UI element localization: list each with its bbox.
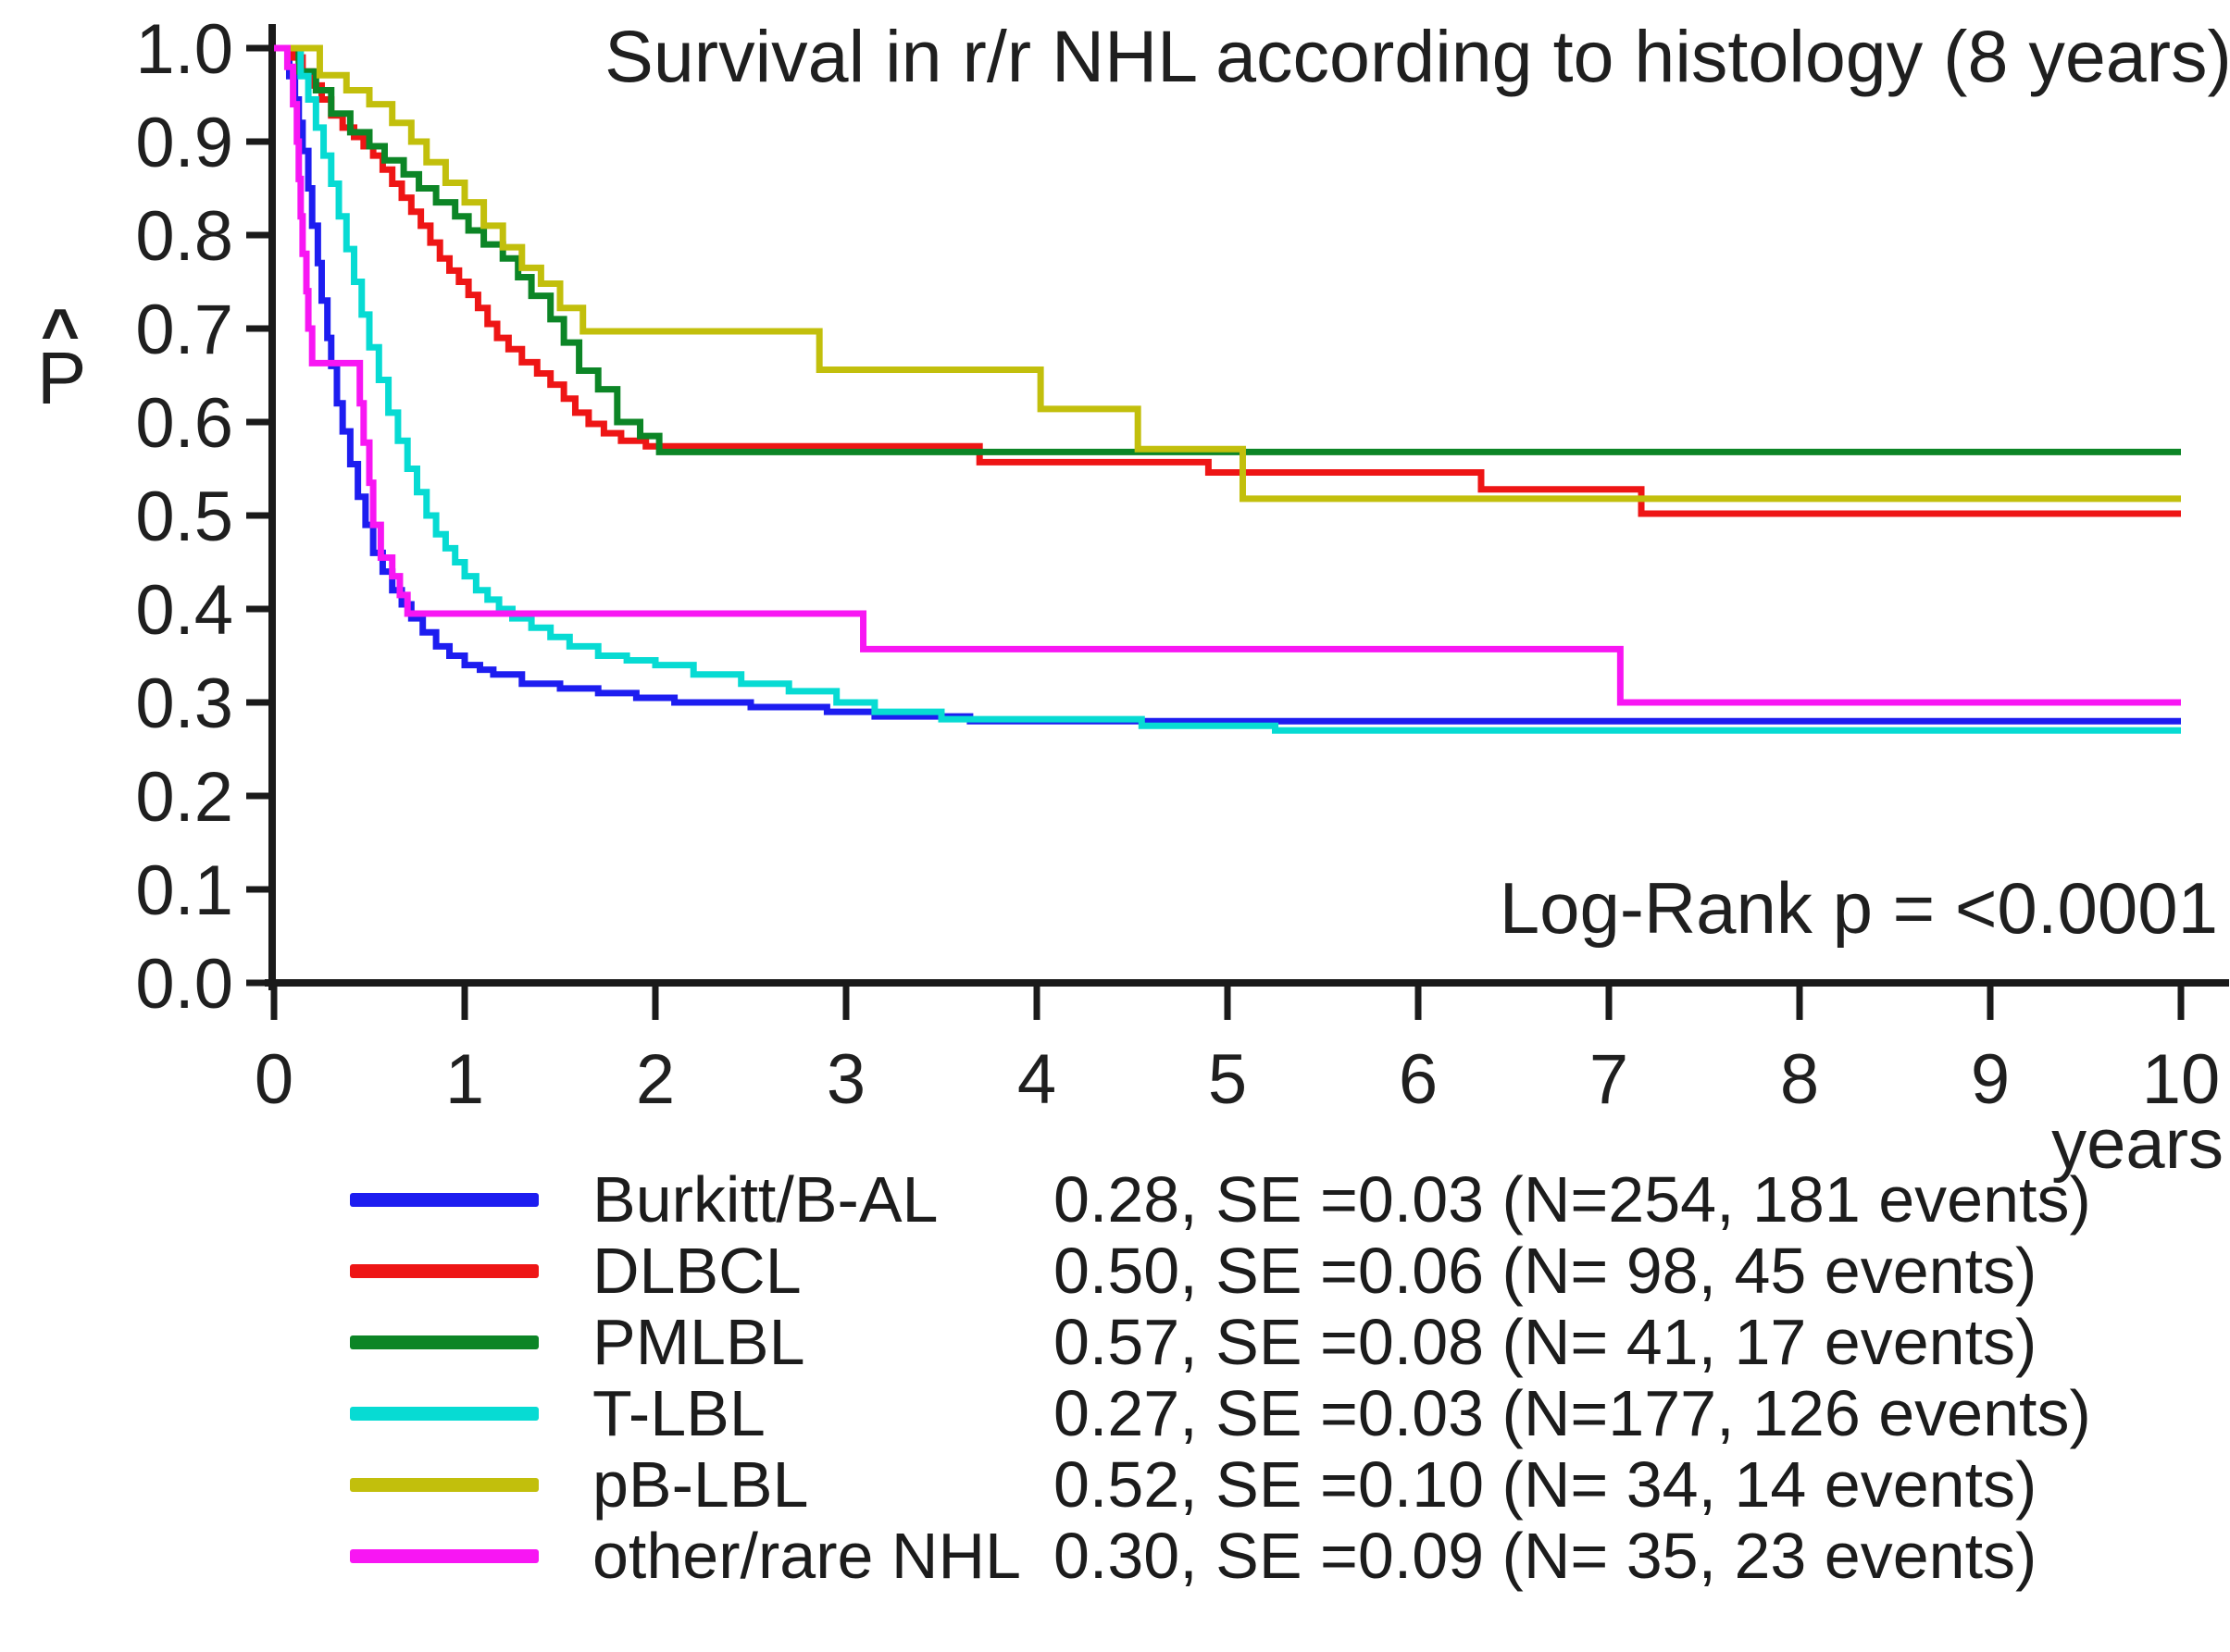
survival-curve-t-lbl bbox=[274, 44, 2181, 734]
legend-swatch-icon bbox=[350, 1335, 539, 1349]
legend-series-stats: 0.52, SE =0.10 (N= 34, 14 events) bbox=[1053, 1448, 2037, 1521]
y-axis-tick-label: 1.0 bbox=[135, 10, 233, 89]
log-rank-annotation: Log-Rank p = <0.0001 bbox=[1500, 867, 2218, 949]
legend-series-label: DLBCL bbox=[592, 1235, 802, 1307]
legend-series-label: pB-LBL bbox=[592, 1448, 809, 1521]
legend-row: Burkitt/B-AL 0.28, SE =0.03 (N=254, 181 e… bbox=[0, 1164, 2230, 1236]
legend-series-stats: 0.28, SE =0.03 (N=254, 181 events) bbox=[1053, 1163, 2091, 1236]
survival-curve-dlbcl bbox=[274, 44, 2181, 517]
x-axis-tick-label: 5 bbox=[1208, 1040, 1247, 1119]
chart-title: Survival in r/r NHL according to histolo… bbox=[604, 15, 2230, 97]
x-axis-tick-label: 3 bbox=[827, 1040, 866, 1119]
survival-curve-burkitt-b-al bbox=[274, 44, 2181, 725]
legend-swatch-icon bbox=[350, 1407, 539, 1421]
legend-series-label: other/rare NHL bbox=[592, 1520, 1021, 1592]
x-axis-tick-label: 0 bbox=[255, 1040, 293, 1119]
legend-series-stats: 0.30, SE =0.09 (N= 35, 23 events) bbox=[1053, 1520, 2037, 1592]
y-axis-tick-label: 0.8 bbox=[135, 197, 233, 276]
y-axis-tick-label: 0.9 bbox=[135, 104, 233, 182]
curves-layer bbox=[274, 44, 2181, 734]
legend-series-stats: 0.27, SE =0.03 (N=177, 126 events) bbox=[1053, 1377, 2091, 1449]
y-axis-tick-label: 0.5 bbox=[135, 478, 233, 556]
y-axis-tick-label: 0.3 bbox=[135, 665, 233, 743]
legend-series-label: Burkitt/B-AL bbox=[592, 1163, 939, 1236]
y-axis-tick-label: 0.0 bbox=[135, 945, 233, 1024]
y-axis-tick-label: 0.7 bbox=[135, 291, 233, 369]
survival-curve-pmlbl bbox=[274, 44, 2181, 455]
legend-series-stats: 0.57, SE =0.08 (N= 41, 17 events) bbox=[1053, 1306, 2037, 1378]
legend-swatch-icon bbox=[350, 1193, 539, 1207]
x-axis-tick-label: 7 bbox=[1589, 1040, 1628, 1119]
x-axis-tick-label: 1 bbox=[445, 1040, 484, 1119]
x-axis-tick-label: 8 bbox=[1780, 1040, 1819, 1119]
y-axis-label: P bbox=[37, 337, 86, 419]
axes-layer: 1.0 0.9 0.8 0.7 0.6 0.5 0.4 0.3 0.2 0.1 0.0 0 1 2 3 4 5 6… bbox=[135, 10, 2229, 1119]
y-axis-tick-label: 0.2 bbox=[135, 758, 233, 837]
legend-row: other/rare NHL 0.30, SE =0.09 (N= 35, 23 … bbox=[0, 1521, 2230, 1592]
y-axis-tick-label: 0.1 bbox=[135, 851, 233, 930]
legend-series-stats: 0.50, SE =0.06 (N= 98, 45 events) bbox=[1053, 1235, 2037, 1307]
x-axis-tick-label: 2 bbox=[636, 1040, 675, 1119]
legend-row: PMLBL 0.57, SE =0.08 (N= 41, 17 events) bbox=[0, 1307, 2230, 1378]
survival-curve-pb-lbl bbox=[274, 44, 2181, 503]
legend-swatch-icon bbox=[350, 1549, 539, 1563]
x-axis-label: years bbox=[2051, 1105, 2224, 1184]
legend-series-label: T-LBL bbox=[592, 1377, 766, 1449]
x-axis-tick-label: 10 bbox=[2142, 1040, 2221, 1119]
x-axis-tick-label: 6 bbox=[1399, 1040, 1438, 1119]
legend-swatch-icon bbox=[350, 1478, 539, 1492]
survival-curve-other-rare-nhl bbox=[274, 44, 2181, 706]
y-axis-tick-label: 0.6 bbox=[135, 384, 233, 463]
legend-row: pB-LBL 0.52, SE =0.10 (N= 34, 14 events) bbox=[0, 1449, 2230, 1521]
legend-swatch-icon bbox=[350, 1264, 539, 1278]
y-axis-label-hat: ^ bbox=[41, 296, 80, 370]
x-axis-tick-label: 4 bbox=[1017, 1040, 1056, 1119]
legend-series-label: PMLBL bbox=[592, 1306, 805, 1378]
legend-row: T-LBL 0.27, SE =0.03 (N=177, 126 events) bbox=[0, 1378, 2230, 1449]
y-axis-tick-label: 0.4 bbox=[135, 571, 233, 650]
x-axis-tick-label: 9 bbox=[1971, 1040, 2010, 1119]
legend-row: DLBCL 0.50, SE =0.06 (N= 98, 45 events) bbox=[0, 1236, 2230, 1307]
